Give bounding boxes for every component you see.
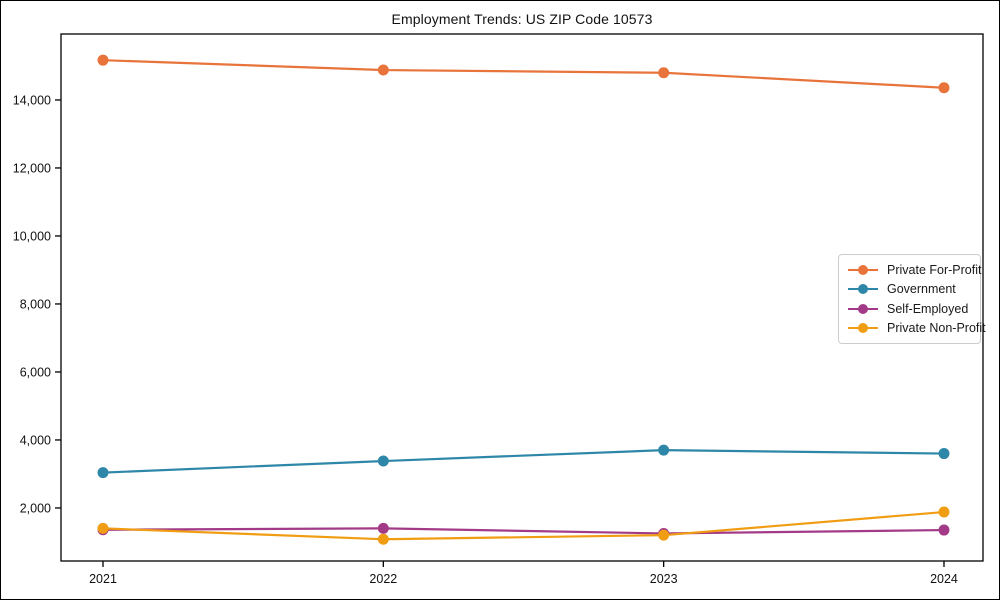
data-point-private-for-profit <box>377 64 389 76</box>
x-tick-label: 2022 <box>369 572 397 586</box>
y-tick-label: 6,000 <box>20 365 51 379</box>
data-point-private-non-profit <box>938 506 950 518</box>
x-tick-label: 2021 <box>89 572 117 586</box>
y-tick-label: 10,000 <box>13 229 51 243</box>
legend: Private For-Profit Government Self-Employe… <box>838 254 986 344</box>
legend-marker-icon <box>848 264 878 275</box>
series-line-private-for-profit <box>102 59 945 89</box>
legend-label: Government <box>887 282 956 297</box>
data-point-government <box>377 455 389 467</box>
legend-label: Private Non-Profit <box>887 321 986 336</box>
data-point-self-employed <box>938 524 950 536</box>
plot-border <box>60 33 984 562</box>
data-point-private-non-profit <box>658 529 670 541</box>
y-tick-label: 4,000 <box>20 433 51 447</box>
legend-marker-icon <box>848 284 878 295</box>
series-line-self-employed <box>102 527 945 535</box>
data-point-private-non-profit <box>377 533 389 545</box>
legend-item-private-non-profit: Private Non-Profit <box>848 319 986 338</box>
series-line-private-non-profit <box>102 510 945 541</box>
x-tick-label: 2023 <box>650 572 678 586</box>
y-tick-label: 8,000 <box>20 297 51 311</box>
data-point-private-for-profit <box>97 54 109 66</box>
data-point-private-non-profit <box>97 522 109 534</box>
legend-marker-icon <box>848 323 878 334</box>
y-tick-label: 14,000 <box>13 93 51 107</box>
y-tick-label: 2,000 <box>20 501 51 515</box>
data-point-government <box>938 448 950 460</box>
data-point-self-employed <box>377 522 389 534</box>
data-point-private-for-profit <box>938 82 950 94</box>
legend-item-government: Government <box>848 280 971 299</box>
data-point-government <box>658 444 670 456</box>
series-line-government <box>102 449 945 474</box>
legend-item-private-for-profit: Private For-Profit <box>848 260 981 279</box>
legend-label: Private For-Profit <box>887 262 982 277</box>
data-point-private-for-profit <box>658 67 670 79</box>
x-tick-label: 2024 <box>930 572 958 586</box>
chart-title: Employment Trends: US ZIP Code 10573 <box>391 11 653 27</box>
legend-item-self-employed: Self-Employed <box>848 299 971 318</box>
y-tick-label: 12,000 <box>13 161 51 175</box>
legend-marker-icon <box>848 303 878 314</box>
legend-label: Self-Employed <box>887 301 969 316</box>
data-point-government <box>97 467 109 479</box>
